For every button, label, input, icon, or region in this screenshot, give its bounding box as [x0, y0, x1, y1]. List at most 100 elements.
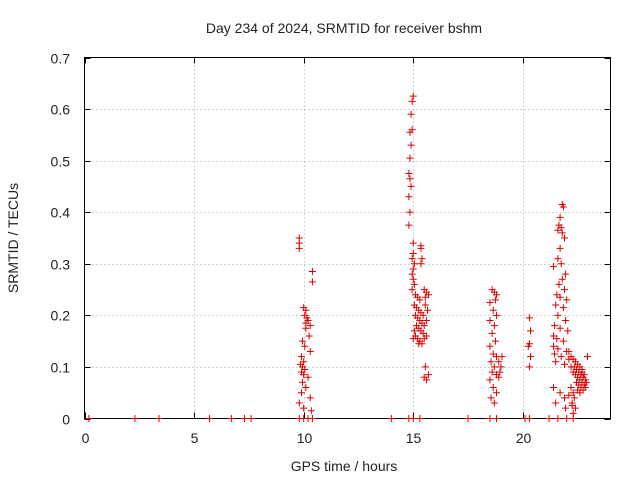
data-point [493, 415, 501, 422]
data-point [304, 373, 312, 381]
data-point [562, 270, 570, 278]
data-point [489, 384, 497, 392]
x-tick-label: 5 [191, 430, 199, 446]
data-point [416, 296, 424, 304]
data-point [560, 360, 568, 368]
x-tick-label: 10 [297, 430, 313, 446]
data-point [565, 391, 573, 399]
data-point [486, 298, 494, 306]
data-point [418, 255, 426, 263]
data-point [407, 182, 415, 190]
data-point [563, 415, 571, 422]
data-point [552, 399, 560, 407]
data-point [306, 394, 314, 402]
data-point [295, 244, 303, 252]
data-point [464, 415, 472, 422]
data-point [301, 342, 309, 350]
data-point [567, 384, 575, 392]
data-point [550, 262, 558, 270]
data-point [569, 409, 577, 417]
chart-title: Day 234 of 2024, SRMTID for receiver bsh… [206, 20, 482, 36]
data-point [406, 175, 414, 183]
data-point [490, 322, 498, 330]
data-point [563, 296, 571, 304]
data-point [550, 342, 558, 350]
data-point [227, 415, 235, 422]
data-point [527, 353, 535, 361]
data-point [562, 317, 570, 325]
data-point [581, 384, 589, 392]
data-point [556, 324, 564, 332]
data-point [295, 399, 303, 407]
grid [84, 57, 611, 419]
data-point [583, 353, 591, 361]
data-point [565, 347, 573, 355]
data-point [422, 317, 430, 325]
data-point [556, 244, 564, 252]
data-point [305, 332, 313, 340]
data-point [297, 353, 305, 361]
data-point [155, 415, 163, 422]
data-point [560, 286, 568, 294]
data-point [247, 415, 255, 422]
data-point [416, 415, 424, 422]
y-axis-label: SRMTID / TECUs [5, 183, 21, 293]
y-tick-label: 0.3 [51, 257, 71, 273]
data-point [420, 322, 428, 330]
data-point [550, 384, 558, 392]
data-point [410, 327, 418, 335]
data-point [300, 371, 308, 379]
data-point [527, 327, 535, 335]
x-axis-label: GPS time / hours [291, 458, 398, 474]
data-point [302, 324, 310, 332]
data-point [409, 249, 417, 257]
data-point [556, 293, 564, 301]
data-point [525, 314, 533, 322]
data-point [205, 415, 213, 422]
data-point [409, 239, 417, 247]
data-point [407, 110, 415, 118]
data-point [299, 378, 307, 386]
data-point [525, 415, 533, 422]
data-point [489, 306, 497, 314]
data-point [307, 407, 315, 415]
data-point [496, 368, 504, 376]
data-point [410, 280, 418, 288]
data-point [306, 347, 314, 355]
data-point [570, 394, 578, 402]
data-point [559, 203, 567, 211]
data-point [421, 293, 429, 301]
data-point [497, 363, 505, 371]
data-point [560, 234, 568, 242]
x-tick-label: 15 [406, 430, 422, 446]
data-point [569, 389, 577, 397]
data-point [580, 371, 588, 379]
data-point [568, 399, 576, 407]
data-point [408, 97, 416, 105]
y-tick-label: 0.4 [51, 205, 71, 221]
data-point [576, 389, 584, 397]
data-point [558, 275, 566, 283]
data-point [556, 213, 564, 221]
data-point [556, 389, 564, 397]
data-point [491, 296, 499, 304]
data-point [555, 280, 563, 288]
data-point [557, 260, 565, 268]
data-point [405, 193, 413, 201]
data-point [486, 415, 494, 422]
data-point [300, 404, 308, 412]
data-point [302, 306, 310, 314]
data-point [564, 327, 572, 335]
data-point [410, 260, 418, 268]
data-point [554, 345, 562, 353]
data-point [306, 322, 314, 330]
data-point [408, 255, 416, 263]
data-point [422, 376, 430, 384]
data-point [308, 268, 316, 276]
data-point [525, 363, 533, 371]
data-point [387, 415, 395, 422]
data-point [524, 342, 532, 350]
data-point [85, 415, 93, 422]
y-tick-label: 0 [62, 412, 70, 428]
